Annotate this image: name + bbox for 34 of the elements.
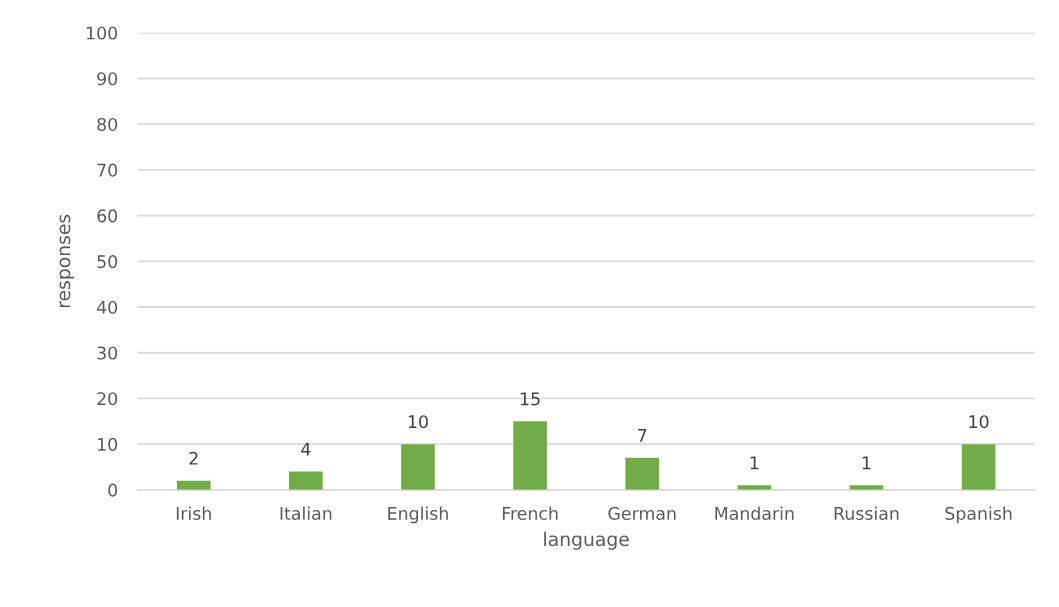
bar [625,457,660,490]
x-tick-label: Italian [280,506,332,520]
data-label: 1 [862,456,871,470]
y-tick-label: 10 [98,437,118,451]
x-tick-label: Irish [176,506,211,520]
x-tick-label: Mandarin [715,506,794,520]
data-label: 4 [301,442,311,456]
x-tick-label: German [608,506,676,520]
y-tick-label: 0 [108,483,118,497]
x-tick-label: Spanish [945,506,1012,524]
y-tick-label: 50 [97,255,118,269]
bar [289,471,323,490]
y-tick-label: 70 [97,163,118,177]
y-axis-title: responses [59,214,74,308]
data-label: 15 [520,392,540,406]
x-tick-label: French [502,506,558,520]
data-label: 10 [969,415,989,429]
bar [513,421,547,490]
y-tick-label: 40 [96,300,118,314]
data-label: 1 [750,456,759,470]
data-label: 10 [408,415,428,429]
y-tick-label: 20 [97,392,118,406]
data-label: 7 [638,429,647,442]
bar [401,444,435,490]
data-label: 2 [189,451,198,465]
x-tick-label: English [388,506,448,524]
bar [961,444,996,490]
x-tick-label: Russian [834,506,899,520]
y-tick-label: 80 [97,117,118,132]
y-tick-label: 90 [97,72,118,86]
y-tick-label: 100 [86,26,118,40]
y-tick-label: 60 [97,209,118,223]
y-tick-label: 30 [97,346,118,360]
x-axis-title: language [544,531,629,550]
